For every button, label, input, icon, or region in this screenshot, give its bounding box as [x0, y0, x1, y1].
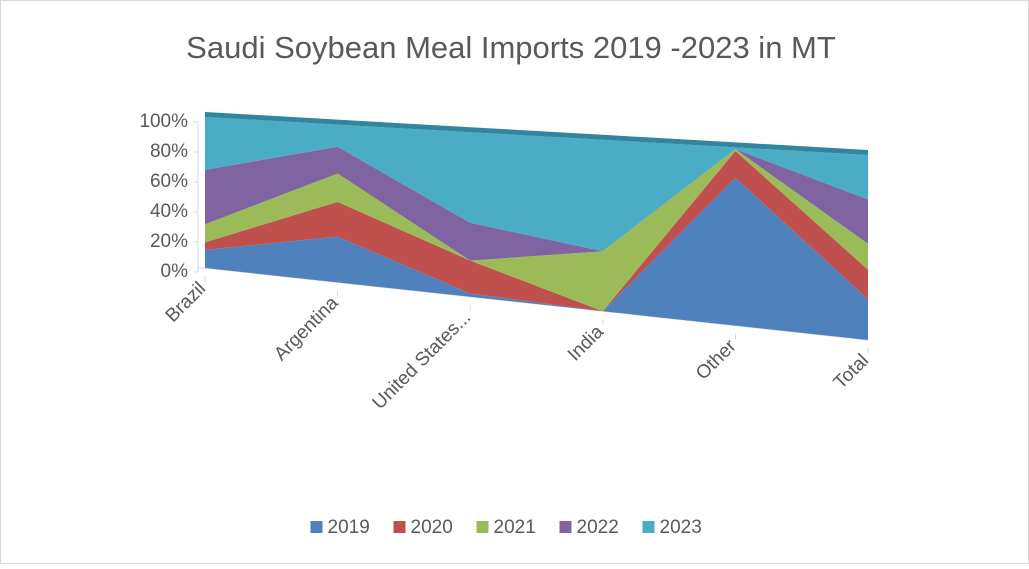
area [205, 149, 868, 312]
y-tick-label: 60% [150, 171, 188, 192]
chart-title: Saudi Soybean Meal Imports 2019 -2023 in… [186, 30, 836, 65]
y-tick-label: 40% [150, 201, 188, 222]
legend-swatch [476, 521, 489, 533]
legend-swatch [393, 521, 406, 533]
y-tick-label: 80% [150, 141, 188, 162]
legend-label: 2019 [328, 517, 370, 538]
y-tick-label: 20% [150, 231, 188, 252]
area [205, 150, 868, 312]
area [205, 177, 868, 340]
legend-swatch [310, 521, 323, 533]
legend-label: 2020 [411, 517, 453, 538]
legend-label: 2022 [577, 517, 619, 538]
legend-swatch [559, 521, 572, 533]
legend-swatch [642, 521, 655, 533]
area-depth [205, 112, 868, 155]
area [205, 117, 868, 252]
legend-label: 2021 [494, 517, 536, 538]
y-tick-label: 0% [161, 261, 189, 282]
legend-label: 2023 [660, 517, 702, 538]
area [205, 146, 868, 261]
y-tick-label: 100% [139, 111, 188, 132]
